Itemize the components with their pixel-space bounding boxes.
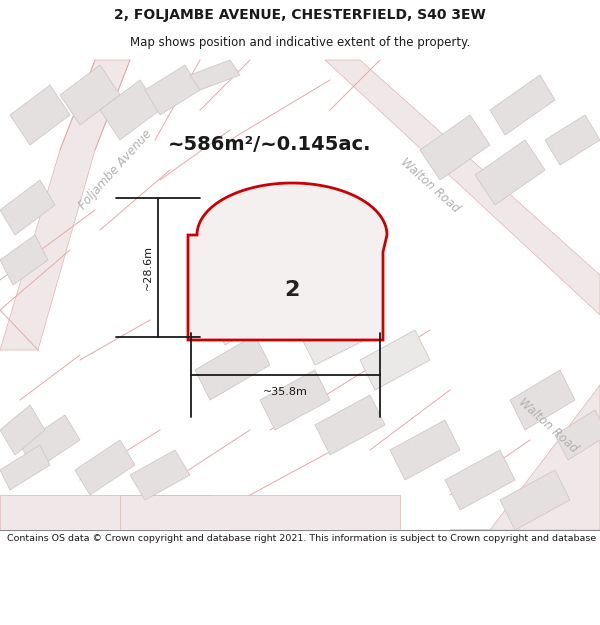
Polygon shape [450,385,600,530]
Text: ~586m²/~0.145ac.: ~586m²/~0.145ac. [168,136,372,154]
Text: ~28.6m: ~28.6m [143,245,153,290]
Text: Foljambe Avenue: Foljambe Avenue [76,127,154,212]
Polygon shape [500,470,570,530]
Polygon shape [475,140,545,205]
Text: ~35.8m: ~35.8m [263,387,308,397]
Text: 2, FOLJAMBE AVENUE, CHESTERFIELD, S40 3EW: 2, FOLJAMBE AVENUE, CHESTERFIELD, S40 3E… [114,8,486,22]
Polygon shape [188,183,387,340]
Polygon shape [360,330,430,390]
Polygon shape [445,450,515,510]
Polygon shape [130,450,190,500]
Polygon shape [0,180,55,235]
Polygon shape [315,395,385,455]
Polygon shape [300,305,375,365]
Polygon shape [0,445,50,490]
Polygon shape [0,405,45,455]
Polygon shape [420,115,490,180]
Polygon shape [545,115,600,165]
Text: 2: 2 [284,280,299,300]
Polygon shape [390,420,460,480]
Polygon shape [0,235,48,285]
Polygon shape [75,440,135,495]
Polygon shape [0,495,210,530]
Text: Contains OS data © Crown copyright and database right 2021. This information is : Contains OS data © Crown copyright and d… [7,534,600,542]
Polygon shape [100,80,160,140]
Polygon shape [210,280,285,345]
Polygon shape [145,65,200,115]
Polygon shape [0,60,130,350]
Text: Walton Road: Walton Road [398,155,462,215]
Polygon shape [195,335,270,400]
Polygon shape [60,65,120,125]
Polygon shape [20,415,80,470]
Text: Map shows position and indicative extent of the property.: Map shows position and indicative extent… [130,36,470,49]
Polygon shape [510,370,575,430]
Polygon shape [555,410,600,460]
Polygon shape [10,85,70,145]
Text: Walton Road: Walton Road [516,395,580,455]
Polygon shape [490,75,555,135]
Polygon shape [325,60,600,315]
Polygon shape [260,370,330,430]
Polygon shape [120,495,400,530]
Polygon shape [190,60,240,90]
